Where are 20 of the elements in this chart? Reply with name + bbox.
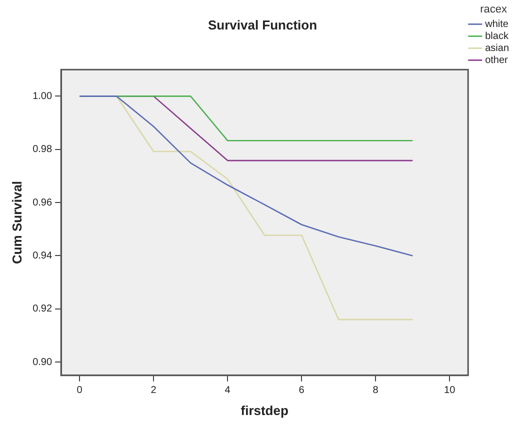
y-tick-label: 1.00 [32, 90, 52, 102]
x-tick-label: 4 [224, 385, 231, 396]
y-tick-label: 0.98 [32, 144, 52, 156]
y-tick-label: 0.90 [32, 356, 52, 368]
legend-label: asian [485, 42, 509, 54]
x-axis-title: firstdep [240, 402, 288, 418]
legend-label: black [485, 30, 510, 42]
legend-label: other [485, 54, 509, 66]
x-tick-label: 10 [444, 385, 456, 396]
legend-label: white [484, 18, 509, 30]
y-tick-label: 0.94 [32, 250, 52, 262]
x-tick-label: 0 [76, 385, 83, 396]
x-tick-label: 2 [150, 385, 157, 396]
x-tick-label: 6 [298, 385, 305, 396]
chart-title: Survival Function [208, 17, 318, 32]
y-axis-title: Cum Survival [9, 180, 24, 264]
y-tick-label: 0.92 [32, 304, 52, 315]
x-tick-label: 8 [372, 385, 379, 396]
y-tick-label: 0.96 [32, 197, 52, 208]
legend-title: racex [480, 4, 508, 16]
